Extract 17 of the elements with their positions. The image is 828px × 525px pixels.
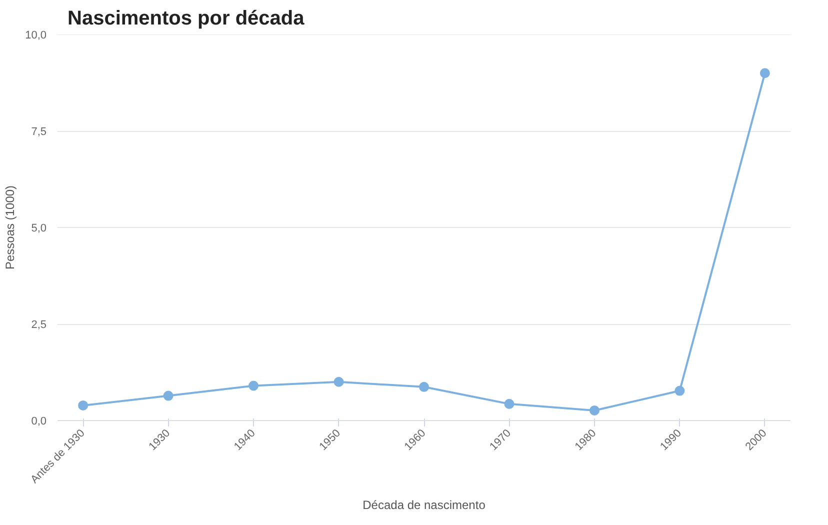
point: [504, 398, 514, 409]
y-tick-label: 7,5: [31, 126, 47, 138]
point: [248, 380, 259, 391]
point: [419, 382, 429, 392]
point: [334, 376, 344, 387]
y-tick-label: 2,5: [31, 319, 47, 331]
y-tick-label: 0,0: [31, 416, 47, 428]
point: [163, 390, 174, 401]
x-axis-title: Década de nascimento: [362, 498, 486, 512]
point: [760, 68, 770, 78]
y-tick-label: 10,0: [25, 30, 47, 42]
y-axis-title: Pessoas (1000): [3, 185, 18, 270]
chart-title: Nascimentos por década: [68, 8, 306, 30]
point: [589, 405, 600, 416]
y-tick-label: 5,0: [31, 222, 47, 234]
point: [78, 400, 88, 410]
point: [674, 386, 685, 396]
